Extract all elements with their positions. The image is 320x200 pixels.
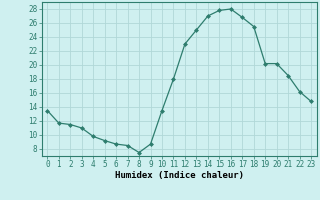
X-axis label: Humidex (Indice chaleur): Humidex (Indice chaleur) xyxy=(115,171,244,180)
